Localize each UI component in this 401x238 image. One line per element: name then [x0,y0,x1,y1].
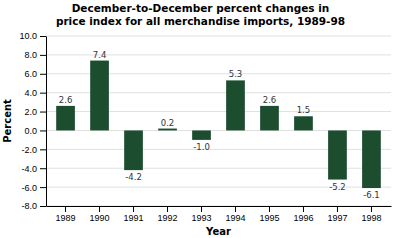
data-label: -5.2 [329,182,346,192]
y-tick-label: 8.0 [24,50,37,60]
x-tick-label: 1997 [327,213,347,223]
y-tick-mark [40,149,46,150]
y-tick-label: -2.0 [21,145,37,155]
y-tick-label: 4.0 [24,88,37,98]
plot: -8.0-6.0-4.0-2.00.02.04.06.08.010.019891… [19,31,391,223]
x-tick-mark [201,206,202,212]
x-tick: 1998 [361,206,381,223]
y-axis: -8.0 -6.0 -4.0 -2.0 0.0 2.0 4.0 6.0 8.0 10.0 [19,31,46,211]
y-tick: -8.0 [21,201,46,211]
x-tick-mark [99,206,100,212]
y-tick-label: -4.0 [21,164,37,174]
bar [260,106,279,131]
x-tick-label: 1990 [90,213,110,223]
x-tick-mark [65,206,66,212]
bar [226,80,245,130]
y-tick-mark [40,130,46,131]
data-label: 2.6 [59,95,73,105]
x-tick-mark [235,206,236,212]
bar [328,130,347,179]
bar [294,116,313,130]
x-tick-mark [167,206,168,212]
x-tick-label: 1989 [56,213,76,223]
y-tick: 2.0 [24,107,46,117]
data-labels: 2.6 7.4 -4.2 0.2 -1.0 5.3 2.6 1.5 -5.2 -6.1 [59,50,380,201]
y-tick-mark [40,206,46,207]
x-tick-mark [303,206,304,212]
x-tick: 1995 [259,206,279,223]
y-tick-label: 10.0 [19,31,37,41]
x-tick-label: 1994 [225,213,245,223]
bar [362,130,381,188]
y-axis-line [46,37,47,207]
data-label: 2.6 [263,95,277,105]
bar [124,130,143,170]
data-label: -1.0 [193,142,210,152]
x-tick-label: 1998 [361,213,381,223]
data-label: 5.3 [229,69,243,79]
title-line: December-to-December percent changes in [72,2,330,14]
y-tick: 8.0 [24,50,46,60]
x-tick-label: 1993 [191,213,211,223]
title: December-to-December percent changes inp… [56,2,345,27]
x-tick-mark [371,206,372,212]
y-tick-mark [40,187,46,188]
x-axis-title: Year [205,226,231,237]
y-tick-label: 2.0 [24,107,37,117]
x-tick-label: 1992 [157,213,177,223]
bar [90,61,109,131]
y-tick: -4.0 [21,164,46,174]
data-label: -4.2 [125,172,142,182]
y-tick-mark [40,168,46,169]
y-tick-mark [40,36,46,37]
x-tick-mark [337,206,338,212]
x-tick-mark [269,206,270,212]
y-tick-label: 6.0 [24,69,37,79]
bars [56,61,381,189]
bar [56,106,75,131]
chart: December-to-December percent changes inp… [0,0,401,238]
y-tick-mark [40,112,46,113]
x-tick: 1990 [90,206,110,223]
y-tick: -2.0 [21,145,46,155]
y-tick: 0.0 [24,126,46,136]
y-tick-label: -8.0 [21,201,37,211]
y-tick-mark [40,74,46,75]
x-tick: 1994 [225,206,245,223]
x-tick: 1996 [293,206,313,223]
x-tick-mark [133,206,134,212]
x-tick: 1993 [191,206,211,223]
x-axis-line [47,206,392,207]
data-label: -6.1 [363,190,380,200]
y-tick-mark [40,55,46,56]
y-tick: 4.0 [24,88,46,98]
x-tick: 1989 [56,206,76,223]
y-tick-label: 0.0 [24,126,37,136]
y-tick: -6.0 [21,182,46,192]
y-tick: 6.0 [24,69,46,79]
x-tick-label: 1995 [259,213,279,223]
x-tick: 1991 [124,206,144,223]
y-tick-mark [40,93,46,94]
x-tick-label: 1996 [293,213,313,223]
y-axis-title: Percent [2,99,13,143]
x-tick: 1997 [327,206,347,223]
bar [158,129,177,131]
grid-line [46,36,391,37]
grid-line [46,206,391,207]
grid [46,36,391,206]
x-tick: 1992 [157,206,177,223]
x-axis: 1989 1990 1991 1992 1993 1994 1995 1996 1997 1998 [47,206,392,223]
y-tick: 10.0 [19,31,46,41]
data-label: 1.5 [297,105,311,115]
bar [192,130,211,139]
title-line: price index for all merchandise imports,… [56,15,345,27]
data-label: 7.4 [93,50,107,60]
data-label: 0.2 [161,118,175,128]
y-tick-label: -6.0 [21,182,37,192]
x-tick-label: 1991 [124,213,144,223]
